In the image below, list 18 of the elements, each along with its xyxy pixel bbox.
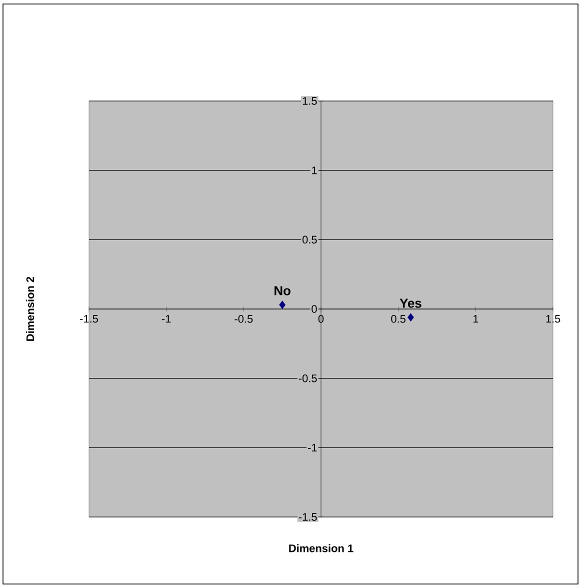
x-tick-label: -1 [162,315,171,323]
x-tick-label: 0.5 [391,315,406,323]
x-tick-label: -1.5 [80,315,98,323]
y-tick-label: -1.5 [298,513,317,521]
y-axis-title: Dimension 2 [26,276,34,341]
y-tick-label: -1 [308,444,317,452]
y-tick-label: 1 [312,166,317,174]
x-tick-label: 1.5 [546,315,560,323]
y-tick-label: -0.5 [298,374,317,382]
annotation: No [274,286,290,296]
x-tick-label: 1 [473,315,478,323]
x-tick-label: 0 [318,315,324,323]
x-tick-label: -0.5 [234,315,253,323]
y-tick-label: 0 [312,305,317,313]
annotation: Yes [400,298,422,308]
x-axis-title: Dimension 1 [289,544,354,552]
y-tick-label: 0.5 [302,236,317,244]
y-tick-label: 1.5 [302,97,317,105]
